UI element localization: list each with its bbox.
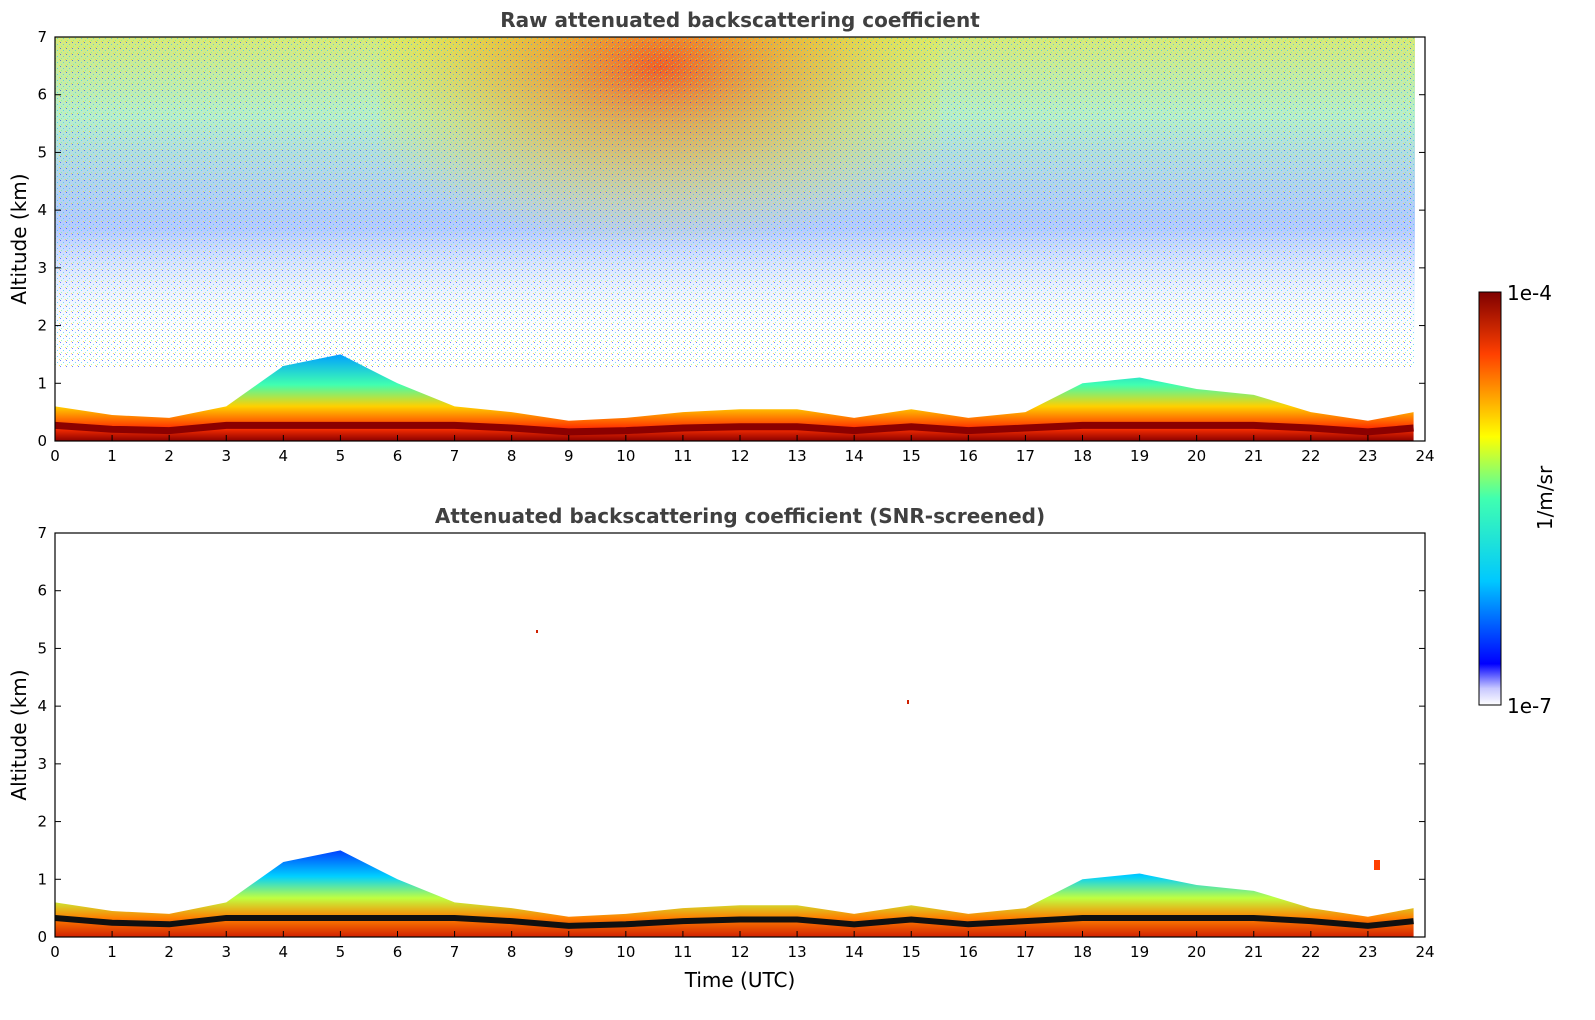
x-tick-label: 13 bbox=[788, 447, 807, 465]
x-tick-label: 2 bbox=[164, 447, 174, 465]
x-tick-label: 4 bbox=[279, 447, 289, 465]
x-tick-label: 5 bbox=[336, 943, 346, 961]
x-tick-label: 22 bbox=[1301, 943, 1320, 961]
x-tick-label: 0 bbox=[50, 943, 60, 961]
screened-panel-title: Attenuated backscattering coefficient (S… bbox=[435, 504, 1045, 528]
y-tick-label: 3 bbox=[37, 755, 47, 773]
screened-isolated-echo bbox=[907, 700, 909, 704]
screened-isolated-echo bbox=[1374, 860, 1380, 870]
x-tick-label: 21 bbox=[1244, 943, 1263, 961]
y-tick-label: 7 bbox=[37, 524, 47, 542]
x-tick-label: 23 bbox=[1358, 447, 1377, 465]
x-tick-label: 14 bbox=[845, 943, 864, 961]
x-tick-label: 11 bbox=[673, 447, 692, 465]
x-tick-label: 3 bbox=[221, 447, 231, 465]
x-tick-label: 19 bbox=[1130, 943, 1149, 961]
y-tick-label: 0 bbox=[37, 432, 47, 450]
y-tick-label: 1 bbox=[37, 374, 47, 392]
y-tick-label: 1 bbox=[37, 870, 47, 888]
x-tick-label: 24 bbox=[1415, 943, 1434, 961]
x-tick-label: 23 bbox=[1358, 943, 1377, 961]
y-tick-label: 7 bbox=[37, 28, 47, 46]
colorbar-unit-label: 1/m/sr bbox=[1533, 465, 1557, 530]
x-tick-label: 22 bbox=[1301, 447, 1320, 465]
screened-plot-frame bbox=[55, 533, 1425, 937]
x-tick-label: 20 bbox=[1187, 943, 1206, 961]
x-tick-label: 17 bbox=[1016, 447, 1035, 465]
raw-plot-area bbox=[55, 37, 1415, 441]
screened-y-axis-label: Altitude (km) bbox=[7, 669, 31, 800]
screened-plot-area bbox=[55, 630, 1414, 937]
y-tick-label: 5 bbox=[37, 639, 47, 657]
screened-x-axis-label: Time (UTC) bbox=[684, 968, 796, 992]
x-tick-label: 18 bbox=[1073, 447, 1092, 465]
y-tick-label: 5 bbox=[37, 143, 47, 161]
x-tick-label: 6 bbox=[393, 943, 403, 961]
raw-panel-title: Raw attenuated backscattering coefficien… bbox=[500, 8, 980, 32]
x-tick-label: 15 bbox=[902, 943, 921, 961]
screened-boundary-layer bbox=[55, 850, 1414, 937]
x-tick-label: 7 bbox=[450, 447, 460, 465]
x-tick-label: 16 bbox=[959, 447, 978, 465]
x-tick-label: 1 bbox=[107, 447, 117, 465]
y-tick-label: 2 bbox=[37, 317, 47, 335]
x-tick-label: 13 bbox=[788, 943, 807, 961]
x-tick-label: 12 bbox=[730, 943, 749, 961]
x-tick-label: 21 bbox=[1244, 447, 1263, 465]
x-tick-label: 15 bbox=[902, 447, 921, 465]
colorbar-max-label: 1e-4 bbox=[1507, 281, 1552, 305]
x-tick-label: 8 bbox=[507, 447, 517, 465]
x-tick-label: 6 bbox=[393, 447, 403, 465]
x-tick-label: 9 bbox=[564, 447, 574, 465]
y-tick-label: 4 bbox=[37, 201, 47, 219]
y-tick-label: 6 bbox=[37, 582, 47, 600]
x-tick-label: 7 bbox=[450, 943, 460, 961]
x-tick-label: 2 bbox=[164, 943, 174, 961]
colorbar-gradient bbox=[1479, 292, 1501, 705]
x-tick-label: 0 bbox=[50, 447, 60, 465]
x-tick-label: 16 bbox=[959, 943, 978, 961]
x-tick-label: 18 bbox=[1073, 943, 1092, 961]
x-tick-label: 14 bbox=[845, 447, 864, 465]
panel-raw: Raw attenuated backscattering coefficien… bbox=[7, 8, 1435, 465]
screened-y-axis: 0 1 2 3 4 5 6 7 bbox=[37, 524, 1425, 946]
x-tick-label: 20 bbox=[1187, 447, 1206, 465]
x-tick-label: 24 bbox=[1415, 447, 1434, 465]
y-tick-label: 4 bbox=[37, 697, 47, 715]
x-tick-label: 17 bbox=[1016, 943, 1035, 961]
y-tick-label: 0 bbox=[37, 928, 47, 946]
panel-screened: Attenuated backscattering coefficient (S… bbox=[7, 504, 1435, 992]
screened-isolated-echo bbox=[536, 630, 538, 633]
x-tick-label: 12 bbox=[730, 447, 749, 465]
raw-y-axis-label: Altitude (km) bbox=[7, 173, 31, 304]
x-tick-label: 11 bbox=[673, 943, 692, 961]
x-tick-label: 19 bbox=[1130, 447, 1149, 465]
x-tick-label: 10 bbox=[616, 943, 635, 961]
y-tick-label: 6 bbox=[37, 86, 47, 104]
x-tick-label: 10 bbox=[616, 447, 635, 465]
y-tick-label: 3 bbox=[37, 259, 47, 277]
raw-noise-texture bbox=[55, 37, 1415, 367]
x-tick-label: 3 bbox=[221, 943, 231, 961]
x-tick-label: 9 bbox=[564, 943, 574, 961]
y-tick-label: 2 bbox=[37, 813, 47, 831]
x-tick-label: 1 bbox=[107, 943, 117, 961]
x-tick-label: 8 bbox=[507, 943, 517, 961]
x-tick-label: 5 bbox=[336, 447, 346, 465]
colorbar-min-label: 1e-7 bbox=[1507, 694, 1552, 718]
x-tick-label: 4 bbox=[279, 943, 289, 961]
colorbar: 1e-4 1e-7 1/m/sr bbox=[1479, 281, 1557, 718]
